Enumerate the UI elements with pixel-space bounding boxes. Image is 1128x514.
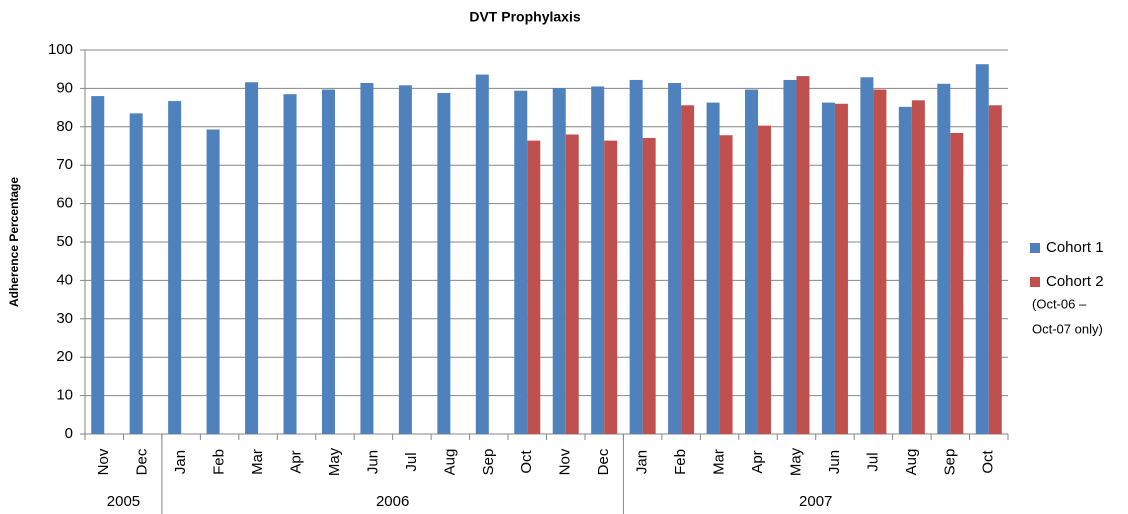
bar bbox=[745, 89, 759, 434]
legend-swatch bbox=[1030, 277, 1040, 287]
x-tick-label: Oct bbox=[518, 450, 535, 474]
bar bbox=[937, 83, 951, 435]
bar bbox=[642, 137, 656, 434]
bar bbox=[668, 83, 682, 435]
x-tick-label: Apr bbox=[287, 450, 304, 473]
x-tick-label: Aug bbox=[903, 449, 920, 476]
bar bbox=[129, 113, 143, 435]
y-tick-label: 70 bbox=[56, 156, 73, 173]
legend-label: Cohort 1 bbox=[1046, 239, 1104, 256]
y-tick-label: 30 bbox=[56, 310, 73, 327]
bar bbox=[437, 93, 451, 435]
bar bbox=[950, 132, 964, 434]
y-axis-title: Adherence Percentage bbox=[7, 177, 21, 307]
bar bbox=[898, 106, 912, 434]
x-tick-label: Dec bbox=[134, 448, 151, 475]
x-tick-label: Jul bbox=[403, 452, 420, 471]
bar bbox=[514, 90, 528, 434]
bar bbox=[283, 94, 297, 434]
x-tick-label: Dec bbox=[595, 448, 612, 475]
x-tick-label: May bbox=[326, 447, 343, 476]
legend-note: Oct-07 only) bbox=[1032, 321, 1103, 336]
bar bbox=[245, 82, 259, 435]
bar bbox=[591, 86, 605, 434]
x-tick-label: Sep bbox=[480, 449, 497, 476]
bar bbox=[975, 64, 989, 434]
x-tick-label: Mar bbox=[249, 449, 266, 475]
chart-title: DVT Prophylaxis bbox=[469, 9, 580, 25]
bar bbox=[321, 89, 335, 434]
bar bbox=[398, 85, 412, 434]
y-tick-label: 80 bbox=[56, 118, 73, 135]
x-tick-label: Feb bbox=[211, 449, 228, 475]
y-tick-label: 10 bbox=[56, 387, 73, 404]
x-tick-label: Jun bbox=[826, 450, 843, 474]
bar bbox=[604, 140, 618, 434]
bar bbox=[834, 103, 848, 434]
bar bbox=[206, 129, 220, 434]
x-tick-label: Sep bbox=[941, 449, 958, 476]
x-tick-label: Jan bbox=[172, 450, 189, 474]
bar bbox=[629, 79, 643, 435]
x-tick-label: Aug bbox=[441, 449, 458, 476]
legend-label: Cohort 2 bbox=[1046, 273, 1104, 290]
bar bbox=[796, 76, 810, 434]
bar bbox=[475, 74, 489, 435]
year-label: 2007 bbox=[799, 493, 832, 510]
bar bbox=[860, 77, 874, 434]
bar bbox=[821, 102, 835, 434]
legend-swatch bbox=[1030, 243, 1040, 253]
x-tick-label: Mar bbox=[711, 449, 728, 475]
bar bbox=[988, 105, 1002, 435]
y-tick-label: 20 bbox=[56, 348, 73, 365]
x-tick-label: Jun bbox=[364, 450, 381, 474]
x-tick-label: May bbox=[787, 447, 804, 476]
bar bbox=[527, 140, 541, 434]
year-label: 2005 bbox=[107, 493, 140, 510]
bar bbox=[360, 83, 374, 435]
x-tick-label: Nov bbox=[95, 448, 112, 475]
x-tick-label: Apr bbox=[749, 450, 766, 473]
legend-note: (Oct-06 – bbox=[1032, 296, 1087, 311]
y-tick-label: 40 bbox=[56, 271, 73, 288]
bar bbox=[873, 89, 887, 434]
x-tick-label: Nov bbox=[557, 448, 574, 475]
bar bbox=[911, 100, 925, 434]
bar bbox=[565, 134, 579, 435]
bar bbox=[552, 88, 566, 435]
x-tick-label: Oct bbox=[980, 450, 997, 474]
bar bbox=[168, 101, 182, 435]
bar bbox=[681, 105, 695, 435]
x-tick-label: Jan bbox=[634, 450, 651, 474]
year-label: 2006 bbox=[376, 493, 409, 510]
y-tick-label: 90 bbox=[56, 79, 73, 96]
y-tick-label: 0 bbox=[65, 425, 73, 442]
bar bbox=[706, 102, 720, 434]
bar bbox=[758, 125, 772, 434]
bar bbox=[783, 79, 797, 435]
y-tick-label: 50 bbox=[56, 233, 73, 250]
x-tick-label: Jul bbox=[864, 452, 881, 471]
y-tick-label: 60 bbox=[56, 195, 73, 212]
y-tick-label: 100 bbox=[48, 41, 73, 58]
bar bbox=[91, 96, 105, 434]
x-tick-label: Feb bbox=[672, 449, 689, 475]
bar bbox=[719, 135, 733, 435]
